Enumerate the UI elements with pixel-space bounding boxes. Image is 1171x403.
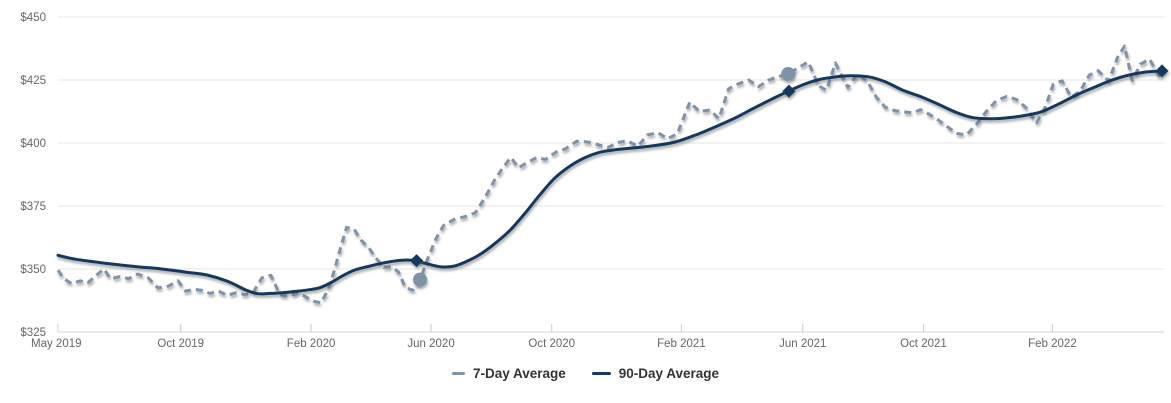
marker-circle-7-day xyxy=(781,66,796,81)
series-line-7-day xyxy=(56,44,1164,305)
y-axis-label: $350 xyxy=(20,264,46,276)
y-axis-label: $400 xyxy=(20,138,46,150)
x-axis-label: Jun 2021 xyxy=(779,338,826,350)
x-axis-label: May 2019 xyxy=(31,338,82,350)
x-axis-label: Feb 2022 xyxy=(1028,338,1077,350)
x-axis-label: Jun 2020 xyxy=(407,338,454,350)
legend-label-90-day-average: 90-Day Average xyxy=(618,366,720,381)
x-axis-label: Feb 2020 xyxy=(287,338,336,350)
chart-legend: 7-Day Average 90-Day Average xyxy=(0,366,1171,381)
x-axis-label: Oct 2020 xyxy=(528,338,575,350)
legend-dash-swatch-90day-icon xyxy=(591,372,611,375)
legend-item-90-day-average[interactable]: 90-Day Average xyxy=(591,366,720,381)
x-axis-label: Oct 2019 xyxy=(157,338,204,350)
y-axis-label: $375 xyxy=(20,201,46,213)
series-lines xyxy=(56,44,1164,305)
x-axis-label: Oct 2021 xyxy=(900,338,947,350)
y-axis-label: $425 xyxy=(20,75,46,87)
series-markers xyxy=(410,64,1169,287)
marker-circle-7-day xyxy=(412,272,427,287)
series-line-90-day xyxy=(56,69,1164,296)
x-axis-label: Feb 2021 xyxy=(657,338,706,350)
marker-diamond-90-day xyxy=(1155,64,1169,78)
y-axis-label: $450 xyxy=(20,12,46,24)
gridlines xyxy=(58,16,1164,333)
y-axis-label: $325 xyxy=(20,327,46,339)
legend-dash-swatch-7day-icon xyxy=(451,372,465,375)
legend-label-7-day-average: 7-Day Average xyxy=(472,366,566,381)
marker-diamond-90-day xyxy=(410,254,424,268)
legend-item-7-day-average[interactable]: 7-Day Average xyxy=(451,366,566,381)
marker-diamond-90-day xyxy=(782,84,796,98)
